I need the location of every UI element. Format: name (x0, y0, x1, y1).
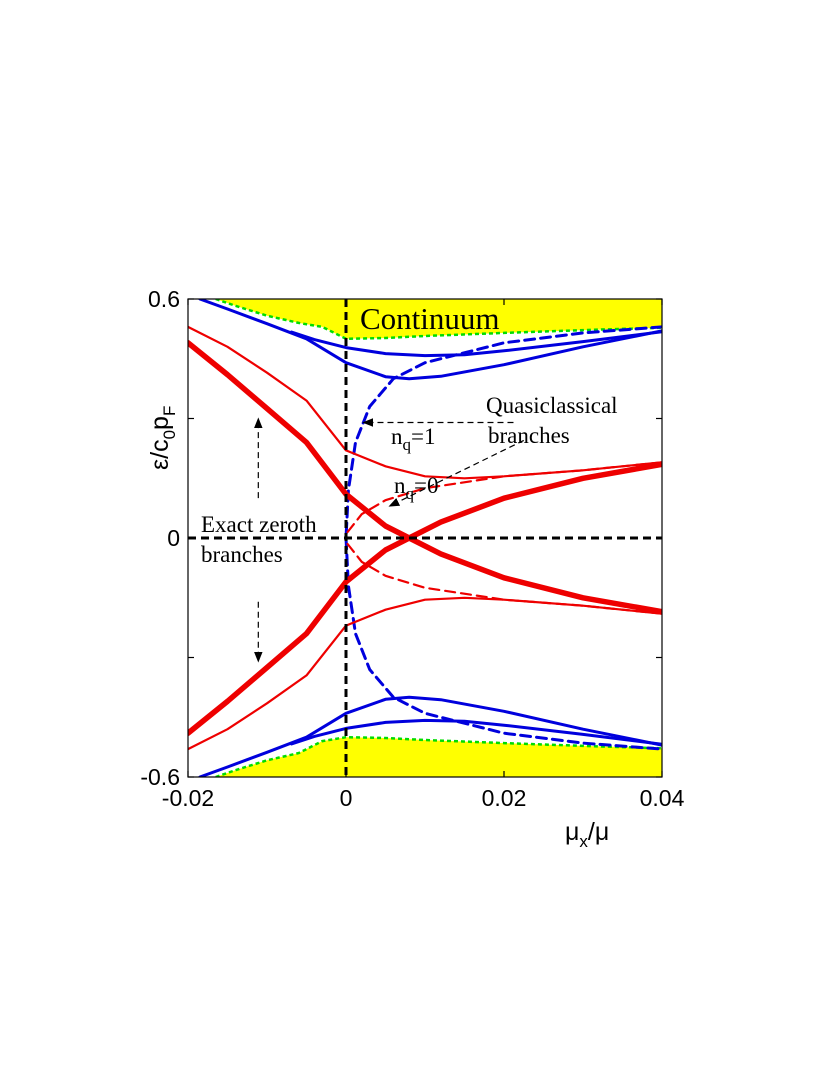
series-red-exact-zeroth-1 (188, 340, 662, 615)
nq0-label: nq=0 (394, 473, 438, 503)
plot-area (188, 299, 662, 777)
x-tick-label-2: 0.02 (482, 785, 527, 811)
annotation-arrows (253, 417, 525, 663)
exact-zeroth-label-line1: Exact zeroth (201, 512, 317, 537)
arrow-nq0 (388, 439, 525, 507)
series-group (188, 299, 662, 777)
series-red-quasiclassical-lower (346, 542, 662, 615)
x-tick-label-1: 0 (340, 785, 353, 811)
exact-zeroth-label-line2: branches (201, 542, 283, 567)
nq1-label: nq=1 (391, 424, 435, 454)
continuum-lower-edge (215, 735, 662, 777)
x-tick-label-0: -0.02 (162, 785, 214, 811)
series-red-quasiclassical-upper (346, 461, 662, 534)
series-blue-outer-upper (290, 330, 662, 358)
tick-marks (187, 298, 663, 778)
x-tick-label-3: 0.04 (640, 785, 685, 811)
series-red-exact-zeroth-2 (188, 461, 662, 736)
quasiclassical-label-line1: Quasiclassical (486, 393, 618, 418)
series-blue-outer-lower (290, 718, 662, 746)
series-blue-inner-upper (198, 299, 662, 381)
series-blue-inner-lower (198, 695, 662, 777)
y-tick-label-2: 0 (167, 525, 180, 551)
quasiclassical-label-line2: branches (488, 423, 570, 448)
y-tick-label-0: 0.6 (148, 286, 180, 312)
x-axis-label: μx/μ (565, 818, 609, 851)
continuum-lower-region (215, 737, 662, 777)
y-tick-label-4: -0.6 (140, 764, 180, 790)
tick-labels: 0.6 0 -0.6-0.02 0 0.02 0.04 (140, 286, 684, 811)
continuum-label: Continuum (360, 301, 500, 336)
y-axis-label: ε/c0pF (146, 406, 179, 470)
y-axis-label-group: ε/c0pF (146, 406, 179, 470)
